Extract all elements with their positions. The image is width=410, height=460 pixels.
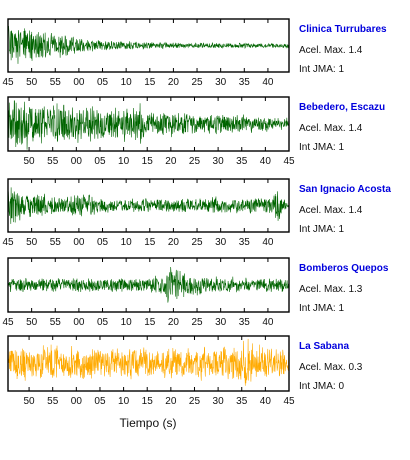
x-tick-label: 35 xyxy=(239,317,251,328)
int-jma-value: Int JMA: 1 xyxy=(299,64,344,75)
x-tick-label: 10 xyxy=(121,237,133,248)
x-tick-label: 10 xyxy=(121,317,133,328)
x-tick-label: 20 xyxy=(165,156,177,167)
x-tick-label: 55 xyxy=(50,317,62,328)
x-tick-label: 35 xyxy=(236,156,248,167)
x-tick-label: 05 xyxy=(97,237,109,248)
station-name: Clinica Turrubares xyxy=(299,24,387,35)
x-axis-label: Tiempo (s) xyxy=(120,416,177,430)
x-tick-label: 00 xyxy=(73,237,85,248)
x-tick-label: 05 xyxy=(94,156,106,167)
x-tick-label: 45 xyxy=(283,156,295,167)
x-tick-label: 35 xyxy=(239,77,251,88)
x-tick-label: 30 xyxy=(215,77,227,88)
x-tick-label: 15 xyxy=(144,237,156,248)
x-tick-label: 30 xyxy=(215,317,227,328)
waveform-2 xyxy=(7,100,290,150)
x-tick-label: 15 xyxy=(142,156,154,167)
x-tick-label: 15 xyxy=(142,396,154,407)
panel-frame xyxy=(7,335,290,392)
x-tick-label: 50 xyxy=(24,396,36,407)
station-name: La Sabana xyxy=(299,341,349,352)
int-jma-value: Int JMA: 0 xyxy=(299,381,344,392)
x-tick-label: 45 xyxy=(2,237,14,248)
panel-2: 50 55 00 05 10 15 20 25 30 35 40 45 Bebedero, Escazu… xyxy=(7,96,385,167)
panel-frame xyxy=(7,257,290,313)
panel-4: 45 50 55 00 05 10 15 20 25 30 35 40 Bomberos Quepos A… xyxy=(2,257,389,328)
panel-frame xyxy=(7,96,290,152)
x-tick-label: 25 xyxy=(189,396,201,407)
x-tick-label: 15 xyxy=(144,317,156,328)
x-tick-label: 00 xyxy=(73,317,85,328)
waveform-4 xyxy=(7,266,290,303)
x-tick-label: 40 xyxy=(260,156,272,167)
x-tick-label: 20 xyxy=(168,77,180,88)
x-tick-label: 10 xyxy=(121,77,133,88)
x-tick-label: 25 xyxy=(189,156,201,167)
x-tick-label: 35 xyxy=(236,396,248,407)
station-name: Bomberos Quepos xyxy=(299,263,389,274)
int-jma-value: Int JMA: 1 xyxy=(299,224,344,235)
panel-frame xyxy=(7,178,290,233)
x-tick-label: 50 xyxy=(26,237,38,248)
acel-max-value: Acel. Max. 1.4 xyxy=(299,123,363,134)
waveform-3 xyxy=(7,187,290,224)
x-tick-label: 55 xyxy=(50,237,62,248)
x-tick-label: 30 xyxy=(213,396,225,407)
x-tick-label: 00 xyxy=(73,77,85,88)
x-tick-label: 10 xyxy=(118,156,130,167)
panel-5: 50 55 00 05 10 15 20 25 30 35 40 45 La Sabana Acel. M… xyxy=(7,335,363,407)
x-tick-label: 50 xyxy=(26,77,38,88)
x-tick-label: 30 xyxy=(213,156,225,167)
x-tick-label: 55 xyxy=(47,156,59,167)
x-tick-label: 50 xyxy=(24,156,36,167)
x-tick-label: 45 xyxy=(2,317,14,328)
x-tick-label: 35 xyxy=(239,237,251,248)
x-tick-label: 25 xyxy=(191,77,203,88)
acel-max-value: Acel. Max. 1.4 xyxy=(299,205,363,216)
x-tick-label: 20 xyxy=(168,317,180,328)
x-tick-label: 20 xyxy=(165,396,177,407)
int-jma-value: Int JMA: 1 xyxy=(299,303,344,314)
x-tick-label: 25 xyxy=(191,317,203,328)
waveform-5 xyxy=(7,338,290,386)
acel-max-value: Acel. Max. 1.3 xyxy=(299,284,363,295)
panel-frame xyxy=(7,18,290,73)
x-tick-label: 15 xyxy=(144,77,156,88)
x-tick-label: 55 xyxy=(47,396,59,407)
x-tick-label: 40 xyxy=(262,317,274,328)
x-tick-label: 40 xyxy=(262,77,274,88)
panel-3: 45 50 55 00 05 10 15 20 25 30 35 40 San Ignacio Acos… xyxy=(2,178,391,248)
acel-max-value: Acel. Max. 0.3 xyxy=(299,362,363,373)
x-tick-label: 50 xyxy=(26,317,38,328)
x-tick-label: 00 xyxy=(71,156,83,167)
x-tick-label: 20 xyxy=(168,237,180,248)
station-name: San Ignacio Acosta xyxy=(299,184,391,195)
x-tick-label: 40 xyxy=(260,396,272,407)
x-tick-label: 30 xyxy=(215,237,227,248)
x-tick-label: 00 xyxy=(71,396,83,407)
waveform-1 xyxy=(7,26,290,64)
acel-max-value: Acel. Max. 1.4 xyxy=(299,45,363,56)
panel-1: 45 50 55 00 05 10 15 20 25 30 35 40 Clinica Turrubar… xyxy=(2,18,387,88)
x-tick-label: 40 xyxy=(262,237,274,248)
station-name: Bebedero, Escazu xyxy=(299,102,385,113)
x-tick-label: 10 xyxy=(118,396,130,407)
x-tick-label: 05 xyxy=(97,77,109,88)
int-jma-value: Int JMA: 1 xyxy=(299,142,344,153)
x-tick-label: 55 xyxy=(50,77,62,88)
x-tick-label: 25 xyxy=(191,237,203,248)
x-tick-label: 45 xyxy=(283,396,295,407)
panels-group: 45 50 55 00 05 10 15 20 25 30 35 40 Clinica Turrubar… xyxy=(2,18,391,407)
x-tick-label: 45 xyxy=(2,77,14,88)
x-tick-label: 05 xyxy=(97,317,109,328)
x-tick-label: 05 xyxy=(94,396,106,407)
